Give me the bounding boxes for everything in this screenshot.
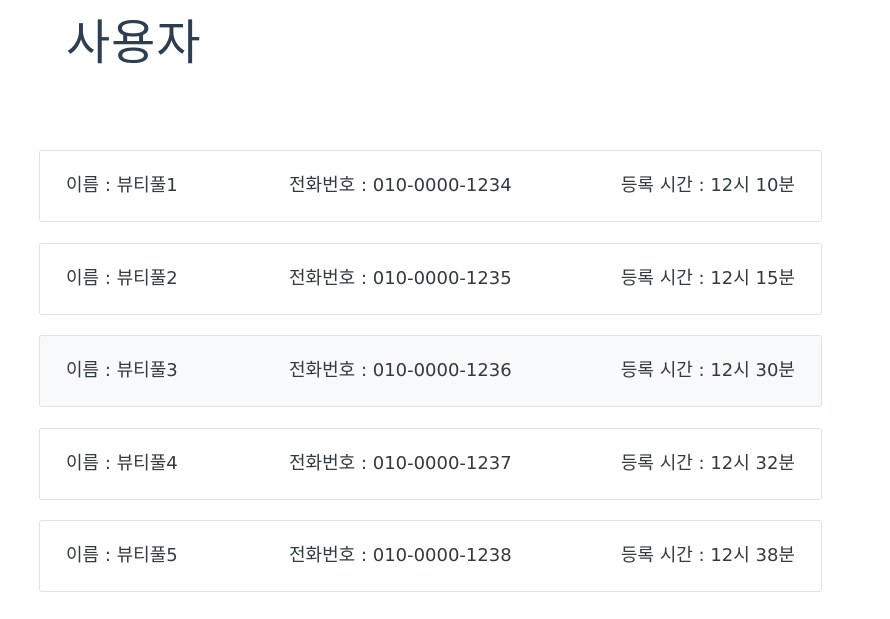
user-row[interactable]: 이름 : 뷰티풀4 전화번호 : 010-0000-1237 등록 시간 : 1… <box>39 427 822 500</box>
user-list: 이름 : 뷰티풀1 전화번호 : 010-0000-1234 등록 시간 : 1… <box>39 150 822 613</box>
user-registered-time: 등록 시간 : 12시 30분 <box>620 360 795 381</box>
user-registered-time: 등록 시간 : 12시 38분 <box>620 545 795 566</box>
user-phone: 전화번호 : 010-0000-1235 <box>289 267 512 289</box>
user-name: 이름 : 뷰티풀1 <box>66 175 178 196</box>
user-name: 이름 : 뷰티풀3 <box>66 360 178 381</box>
user-name: 이름 : 뷰티풀2 <box>66 267 178 289</box>
user-phone: 전화번호 : 010-0000-1236 <box>289 360 512 381</box>
user-registered-time: 등록 시간 : 12시 10분 <box>620 175 795 196</box>
user-phone: 전화번호 : 010-0000-1238 <box>289 545 512 566</box>
user-phone: 전화번호 : 010-0000-1234 <box>289 175 512 196</box>
user-row[interactable]: 이름 : 뷰티풀5 전화번호 : 010-0000-1238 등록 시간 : 1… <box>39 520 822 592</box>
user-registered-time: 등록 시간 : 12시 15분 <box>620 267 795 289</box>
user-name: 이름 : 뷰티풀5 <box>66 545 178 566</box>
user-registered-time: 등록 시간 : 12시 32분 <box>620 452 795 474</box>
user-name: 이름 : 뷰티풀4 <box>66 452 178 474</box>
user-phone: 전화번호 : 010-0000-1237 <box>289 452 512 474</box>
page-title: 사용자 <box>66 15 202 71</box>
user-row[interactable]: 이름 : 뷰티풀3 전화번호 : 010-0000-1236 등록 시간 : 1… <box>39 335 822 407</box>
user-row[interactable]: 이름 : 뷰티풀2 전화번호 : 010-0000-1235 등록 시간 : 1… <box>39 242 822 315</box>
user-row[interactable]: 이름 : 뷰티풀1 전화번호 : 010-0000-1234 등록 시간 : 1… <box>39 150 822 222</box>
